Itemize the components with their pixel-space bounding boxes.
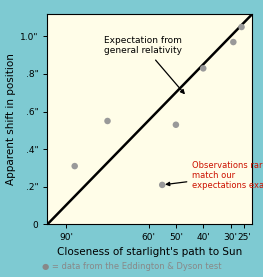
Text: Expectation from
general relativity: Expectation from general relativity — [104, 36, 184, 93]
Point — [105, 119, 110, 123]
Point — [201, 66, 205, 71]
Point — [160, 183, 164, 187]
Point — [73, 164, 77, 168]
Point — [231, 40, 235, 44]
Point — [239, 25, 244, 29]
Text: Observations rarely
match our
expectations exactly.: Observations rarely match our expectatio… — [166, 161, 263, 190]
Point — [174, 122, 178, 127]
Y-axis label: Apparent shift in position: Apparent shift in position — [6, 53, 16, 185]
Text: ● = data from the Eddington & Dyson test: ● = data from the Eddington & Dyson test — [42, 262, 221, 271]
X-axis label: Closeness of starlight's path to Sun: Closeness of starlight's path to Sun — [57, 247, 242, 257]
